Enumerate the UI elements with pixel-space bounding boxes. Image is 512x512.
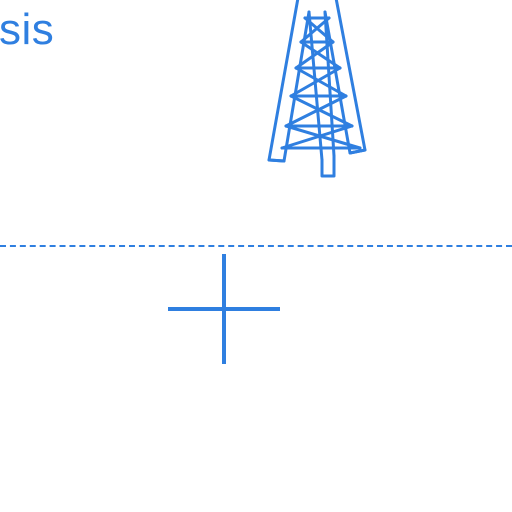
transmission-tower-icon (267, 0, 367, 178)
dashed-divider (0, 245, 512, 247)
page-title: sis (0, 5, 55, 54)
plus-icon[interactable] (166, 254, 282, 366)
